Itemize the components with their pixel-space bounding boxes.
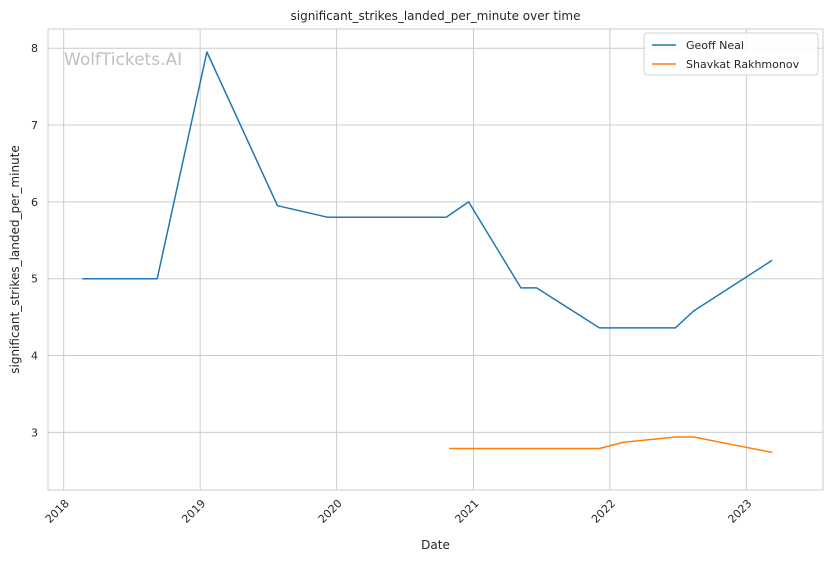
watermark: WolfTickets.AI — [64, 50, 182, 70]
series-line-shavkat-rakhmonov — [449, 436, 773, 454]
y-tick-label: 3 — [31, 426, 38, 439]
y-tick-label: 4 — [31, 350, 38, 363]
y-tick-label: 5 — [31, 273, 38, 286]
x-axis-label: Date — [421, 538, 450, 552]
y-tick-label: 6 — [31, 196, 38, 209]
y-tick-label: 8 — [31, 42, 38, 55]
legend-box — [643, 32, 819, 76]
grid — [48, 29, 823, 490]
series-lines — [82, 51, 773, 454]
chart-title: significant_strikes_landed_per_minute ov… — [290, 9, 580, 23]
legend-label-shavkat-rakhmonov: Shavkat Rakhmonov — [686, 58, 800, 71]
plot-frame — [47, 28, 824, 491]
series-line-geoff-neal — [82, 51, 773, 329]
legend-label-geoff-neal: Geoff Neal — [686, 39, 744, 52]
legend: Geoff Neal Shavkat Rakhmonov — [643, 32, 819, 76]
y-tick-labels: 3 4 5 6 7 8 — [31, 42, 38, 439]
y-axis-label: significant_strikes_landed_per_minute — [8, 145, 22, 374]
y-tick-label: 7 — [31, 119, 38, 132]
